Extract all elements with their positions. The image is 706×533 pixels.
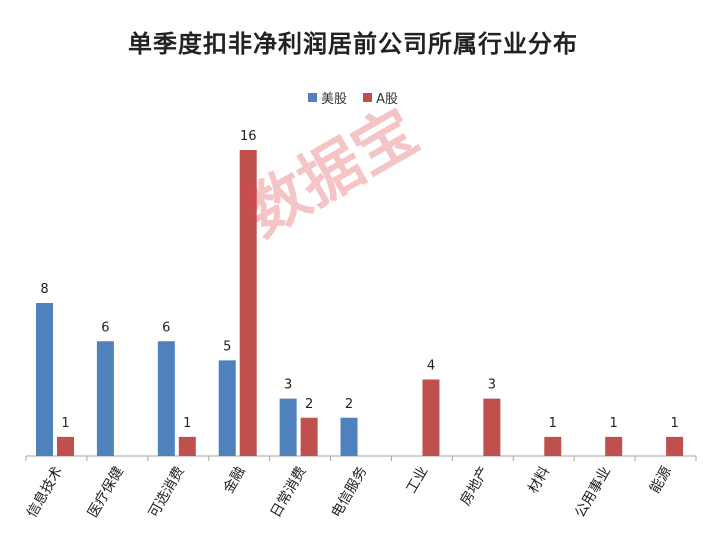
data-label-series-1-8: 1 xyxy=(549,416,557,431)
x-tick-label-7: 房地产 xyxy=(457,464,492,508)
x-tick-label-6: 工业 xyxy=(404,464,432,496)
data-label-series-1-0: 1 xyxy=(61,416,69,431)
data-label-series-1-10: 1 xyxy=(670,416,678,431)
bar-series-0-3 xyxy=(218,360,236,456)
data-label-series-1-4: 2 xyxy=(305,397,313,412)
x-tick-label-3: 金融 xyxy=(221,464,249,496)
data-label-series-1-7: 3 xyxy=(488,378,496,393)
data-label-series-1-3: 16 xyxy=(240,129,257,144)
data-label-series-0-3: 5 xyxy=(223,339,231,354)
legend-item-series-1: A股 xyxy=(363,88,398,107)
chart-title: 单季度扣非净利润居前公司所属行业分布 xyxy=(128,30,578,58)
data-label-series-0-4: 3 xyxy=(284,378,292,393)
data-label-series-1-2: 1 xyxy=(183,416,191,431)
x-tick-label-8: 材料 xyxy=(525,464,553,496)
data-label-series-0-1: 6 xyxy=(101,320,109,335)
bar-series-0-2 xyxy=(157,341,175,456)
data-label-series-0-2: 6 xyxy=(162,320,170,335)
bar-series-0-4 xyxy=(279,398,297,456)
bar-series-1-9 xyxy=(605,436,623,456)
bar-series-1-4 xyxy=(300,417,318,456)
legend-label-series-0: 美股 xyxy=(320,92,347,107)
bar-series-1-7 xyxy=(483,398,501,456)
data-label-series-0-0: 8 xyxy=(40,282,48,297)
bar-series-0-5 xyxy=(340,417,358,456)
x-tick-label-9: 公用事业 xyxy=(572,464,614,520)
bar-series-1-6 xyxy=(422,379,440,456)
legend-swatch-series-1 xyxy=(363,93,373,102)
data-label-series-1-9: 1 xyxy=(610,416,618,431)
bar-series-0-1 xyxy=(96,341,114,456)
x-tick-label-10: 能源 xyxy=(647,464,675,496)
x-tick-label-2: 可选消费 xyxy=(146,464,188,520)
bar-series-1-2 xyxy=(178,436,196,456)
legend-swatch-series-0 xyxy=(307,93,317,102)
legend: 美股 A股 xyxy=(0,88,706,107)
bar-series-1-0 xyxy=(57,436,74,456)
x-tick-label-0: 信息技术 xyxy=(23,464,66,521)
bar-series-1-3 xyxy=(239,150,257,456)
bar-series-0-0 xyxy=(36,303,53,456)
legend-label-series-1: A股 xyxy=(376,92,399,107)
data-label-series-0-5: 2 xyxy=(345,397,353,412)
x-tick-label-5: 电信服务 xyxy=(329,464,371,520)
x-tick-label-1: 医疗保健 xyxy=(85,464,127,520)
x-tick-label-4: 日常消费 xyxy=(268,464,310,520)
bar-series-1-10 xyxy=(666,436,684,456)
bar-series-1-8 xyxy=(544,436,562,456)
legend-item-series-0: 美股 xyxy=(307,88,347,107)
data-label-series-1-6: 4 xyxy=(427,359,435,374)
